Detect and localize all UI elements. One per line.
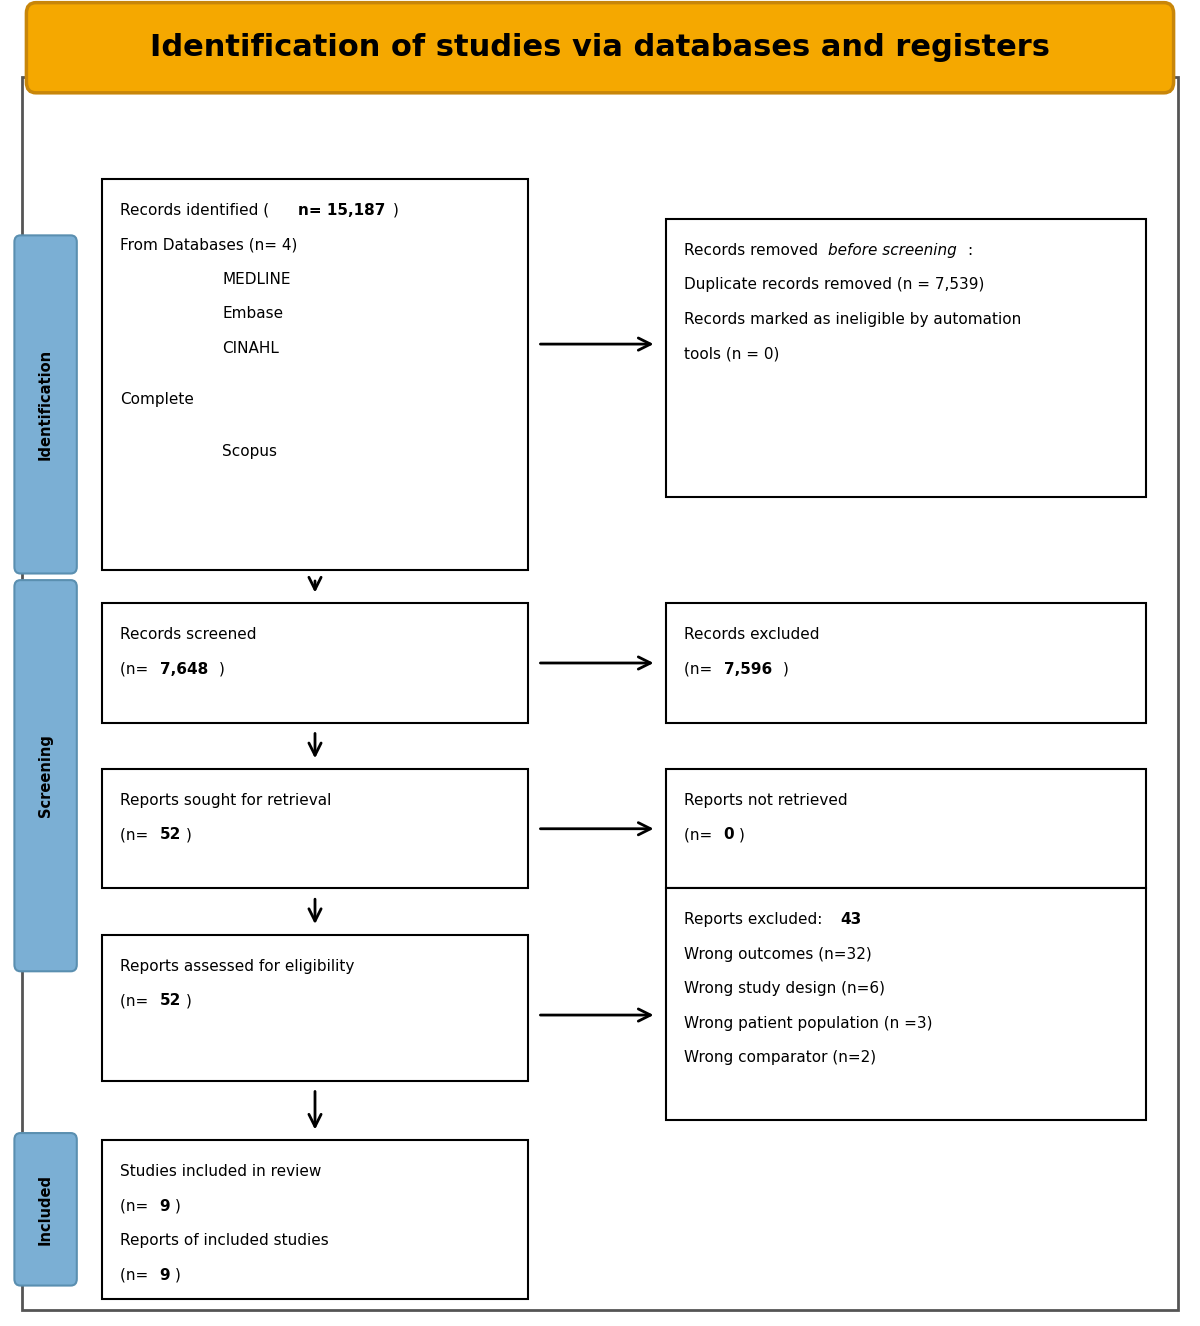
Text: Wrong outcomes (n=32): Wrong outcomes (n=32): [684, 947, 871, 961]
Text: (n=: (n=: [120, 993, 154, 1008]
Text: Records marked as ineligible by automation: Records marked as ineligible by automati…: [684, 312, 1021, 326]
Bar: [666, 769, 1146, 888]
Text: Scopus: Scopus: [222, 444, 277, 459]
Text: Duplicate records removed (n = 7,539): Duplicate records removed (n = 7,539): [684, 277, 984, 292]
Bar: [102, 935, 528, 1081]
Text: Reports excluded:: Reports excluded:: [684, 912, 827, 927]
Text: Identification of studies via databases and registers: Identification of studies via databases …: [150, 33, 1050, 62]
Text: Records screened: Records screened: [120, 627, 257, 642]
Text: ): ): [186, 827, 192, 842]
FancyBboxPatch shape: [14, 1132, 77, 1286]
Bar: [102, 179, 528, 570]
Text: 52: 52: [160, 993, 181, 1008]
Bar: [102, 769, 528, 888]
Text: tools (n = 0): tools (n = 0): [684, 346, 779, 361]
Text: Screening: Screening: [38, 735, 53, 817]
Bar: [102, 1140, 528, 1299]
Text: Reports not retrieved: Reports not retrieved: [684, 793, 847, 808]
Text: Reports assessed for eligibility: Reports assessed for eligibility: [120, 959, 354, 973]
Bar: [666, 603, 1146, 723]
Text: :: :: [967, 243, 972, 257]
Text: 0: 0: [724, 827, 734, 842]
Text: ): ): [392, 203, 398, 217]
Bar: [102, 603, 528, 723]
Text: Reports sought for retrieval: Reports sought for retrieval: [120, 793, 331, 808]
Text: before screening: before screening: [828, 243, 956, 257]
Text: Studies included in review: Studies included in review: [120, 1164, 322, 1179]
Text: 9: 9: [160, 1268, 170, 1282]
Text: Records excluded: Records excluded: [684, 627, 820, 642]
Text: 7,596: 7,596: [724, 662, 772, 676]
Text: (n=: (n=: [120, 1199, 154, 1213]
Text: CINAHL: CINAHL: [222, 341, 278, 355]
FancyBboxPatch shape: [14, 236, 77, 573]
Text: 7,648: 7,648: [160, 662, 208, 676]
Text: Embase: Embase: [222, 306, 283, 321]
Bar: [666, 219, 1146, 497]
Text: Wrong patient population (n =3): Wrong patient population (n =3): [684, 1016, 932, 1030]
Text: ): ): [782, 662, 788, 676]
Text: ): ): [218, 662, 224, 676]
Text: Identification: Identification: [38, 349, 53, 460]
Text: (n=: (n=: [120, 662, 154, 676]
Text: ): ): [175, 1199, 181, 1213]
Text: Records identified (: Records identified (: [120, 203, 269, 217]
Text: From Databases (n= 4): From Databases (n= 4): [120, 237, 298, 252]
Text: (n=: (n=: [684, 827, 718, 842]
Text: ): ): [175, 1268, 181, 1282]
Text: Records removed: Records removed: [684, 243, 823, 257]
Text: (n=: (n=: [684, 662, 718, 676]
Text: (n=: (n=: [120, 827, 154, 842]
Bar: [666, 888, 1146, 1120]
Text: Reports of included studies: Reports of included studies: [120, 1233, 329, 1248]
Text: Included: Included: [38, 1174, 53, 1245]
Text: ): ): [186, 993, 192, 1008]
FancyBboxPatch shape: [26, 3, 1174, 93]
Text: 43: 43: [840, 912, 862, 927]
Text: n= 15,187: n= 15,187: [298, 203, 385, 217]
Text: ): ): [739, 827, 745, 842]
Text: 52: 52: [160, 827, 181, 842]
Text: (n=: (n=: [120, 1268, 154, 1282]
Text: Wrong study design (n=6): Wrong study design (n=6): [684, 981, 886, 996]
Text: Complete: Complete: [120, 392, 194, 407]
Text: Wrong comparator (n=2): Wrong comparator (n=2): [684, 1050, 876, 1065]
FancyBboxPatch shape: [14, 581, 77, 971]
Text: MEDLINE: MEDLINE: [222, 272, 290, 286]
Text: 9: 9: [160, 1199, 170, 1213]
